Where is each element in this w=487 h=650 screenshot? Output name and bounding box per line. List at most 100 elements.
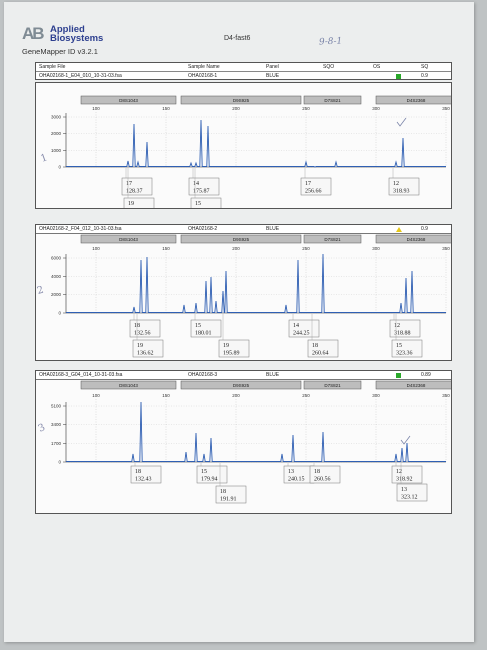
dna-trace	[66, 119, 446, 168]
marker-bar	[80, 234, 177, 244]
y-tick-label: 2000	[51, 131, 62, 136]
peak-label-frame	[196, 465, 228, 484]
marker-label: D4S2368	[407, 237, 426, 242]
peak-label-frame	[309, 465, 341, 484]
size-label: 132.56	[134, 331, 151, 337]
y-tick-label: 1000	[51, 148, 62, 153]
y-tick-label: 0	[58, 311, 61, 316]
peak-label-box: 14 244.25	[288, 314, 320, 338]
peak-label-box: 15 180.01	[190, 314, 222, 338]
peak-label-frame	[391, 465, 423, 484]
size-label: 244.25	[293, 331, 310, 337]
size-label: 136.62	[137, 351, 154, 357]
marker-label: D8S1043	[119, 237, 138, 242]
x-tick-label: 250	[302, 106, 310, 111]
logo-line-2: Biosystems	[50, 33, 104, 44]
x-tick-label: 100	[92, 246, 100, 251]
size-label: 323.12	[401, 495, 418, 501]
allele-label: 19	[128, 201, 134, 207]
panel-name: BLUE	[266, 226, 280, 232]
sample-file: OHA02168-3_G04_014_10-31-03.fsa	[39, 372, 123, 378]
marker-bar	[375, 95, 451, 105]
x-tick-label: 300	[372, 246, 380, 251]
peak-label-box: 19 136.62	[132, 314, 164, 358]
peak-label-frame	[129, 319, 161, 338]
document-title: D4-fast6	[224, 35, 251, 42]
size-label: 195.89	[223, 351, 240, 357]
col-panel: Panel	[266, 64, 279, 70]
header-values-row: OHA02168-1_E04_010_10-31-03.fsa OHA02168…	[36, 71, 451, 80]
allele-label: 12	[394, 323, 400, 329]
y-tick-label: 4000	[51, 274, 62, 279]
marker-label: D7S821	[324, 383, 341, 388]
peak-label-box: 12 318.88	[389, 314, 421, 338]
col-sample-name: Sample Name	[188, 64, 220, 70]
x-tick-label: 350	[442, 106, 450, 111]
electropherogram-panel-2: OHA02168-2_F04_012_10-31-03.fsa OHA02168…	[35, 224, 452, 361]
printed-page: AB Applied Biosystems GeneMapper ID v3.2…	[4, 2, 474, 642]
logo-line-1: Applied	[50, 24, 85, 35]
panel-name: BLUE	[266, 73, 280, 79]
peak-label-box: 15 323.36	[391, 314, 423, 358]
size-label: 179.94	[201, 477, 218, 483]
peak-label-frame	[389, 319, 421, 338]
y-tick-label: 0	[58, 460, 61, 465]
marker-label: D9S925	[233, 383, 250, 388]
peak-label-box: 18 132.43	[130, 463, 162, 484]
x-tick-label: 300	[372, 106, 380, 111]
peak-label-frame	[132, 339, 164, 358]
x-tick-label: 350	[442, 393, 450, 398]
handwritten-note: 9-8-1	[318, 36, 343, 48]
y-tick-label: 6000	[51, 256, 62, 261]
marker-label: D9S925	[233, 237, 250, 242]
size-label: 318.88	[394, 331, 411, 337]
allele-label: 18	[135, 469, 141, 475]
y-tick-label: 1700	[51, 441, 62, 446]
marker-bar	[303, 95, 362, 105]
y-tick-label: 3000	[51, 115, 62, 120]
x-tick-label: 150	[162, 246, 170, 251]
marker-label: D9S925	[233, 98, 250, 103]
allele-label: 17	[126, 181, 132, 187]
marker-label: D4S2368	[407, 98, 426, 103]
sq-value: 0.89	[421, 372, 431, 378]
peak-label-box: 18 191.91	[215, 463, 247, 504]
size-label: 180.01	[195, 331, 212, 337]
peak-label-frame	[396, 483, 428, 502]
peak-label-frame	[388, 177, 420, 196]
marker-label: D7S821	[324, 237, 341, 242]
allele-label: 15	[195, 323, 201, 329]
peak-label-frame	[215, 485, 247, 504]
sample-file: OHA02168-1_E04_010_10-31-03.fsa	[39, 73, 122, 79]
allele-label: 15	[201, 469, 207, 475]
peak-label-box: 12 318.93	[388, 168, 420, 196]
electropherogram-panel-1: D8S1043 D9S925 D7S821 D4S2368 100 150 200 250 30…	[35, 82, 452, 209]
y-tick-label: 0	[58, 165, 61, 170]
allele-label: 19	[137, 343, 143, 349]
peak-label-box: 13 240.15	[283, 463, 315, 484]
peak-label-frame	[188, 177, 220, 196]
peak-label-box: 19 195.89	[218, 314, 250, 358]
sample-info-row-2: OHA02168-2_F04_012_10-31-03.fsa OHA02168…	[36, 225, 451, 234]
product-name: GeneMapper ID v3.2.1	[22, 47, 98, 56]
marker-label: D8S1043	[119, 383, 138, 388]
marker-bar	[303, 234, 362, 244]
marker-bar	[180, 380, 302, 390]
marker-bar	[375, 234, 451, 244]
header-row: Sample File Sample Name Panel SQO OS SQ	[36, 63, 451, 71]
size-label: 323.36	[396, 351, 413, 357]
electropherogram-panel-3: OHA02168-3_G04_014_10-31-03.fsa OHA02168…	[35, 370, 452, 514]
peak-label-frame	[307, 339, 339, 358]
peak-label-frame	[190, 197, 222, 208]
peak-label-box: 18 260.56	[309, 463, 341, 484]
peak-label-frame	[288, 319, 320, 338]
allele-label: 15	[396, 343, 402, 349]
allele-label: 18	[312, 343, 318, 349]
allele-label: 14	[193, 181, 199, 187]
y-tick-label: 3400	[51, 422, 62, 427]
col-sq: SQ	[421, 64, 429, 70]
x-tick-label: 200	[232, 246, 240, 251]
